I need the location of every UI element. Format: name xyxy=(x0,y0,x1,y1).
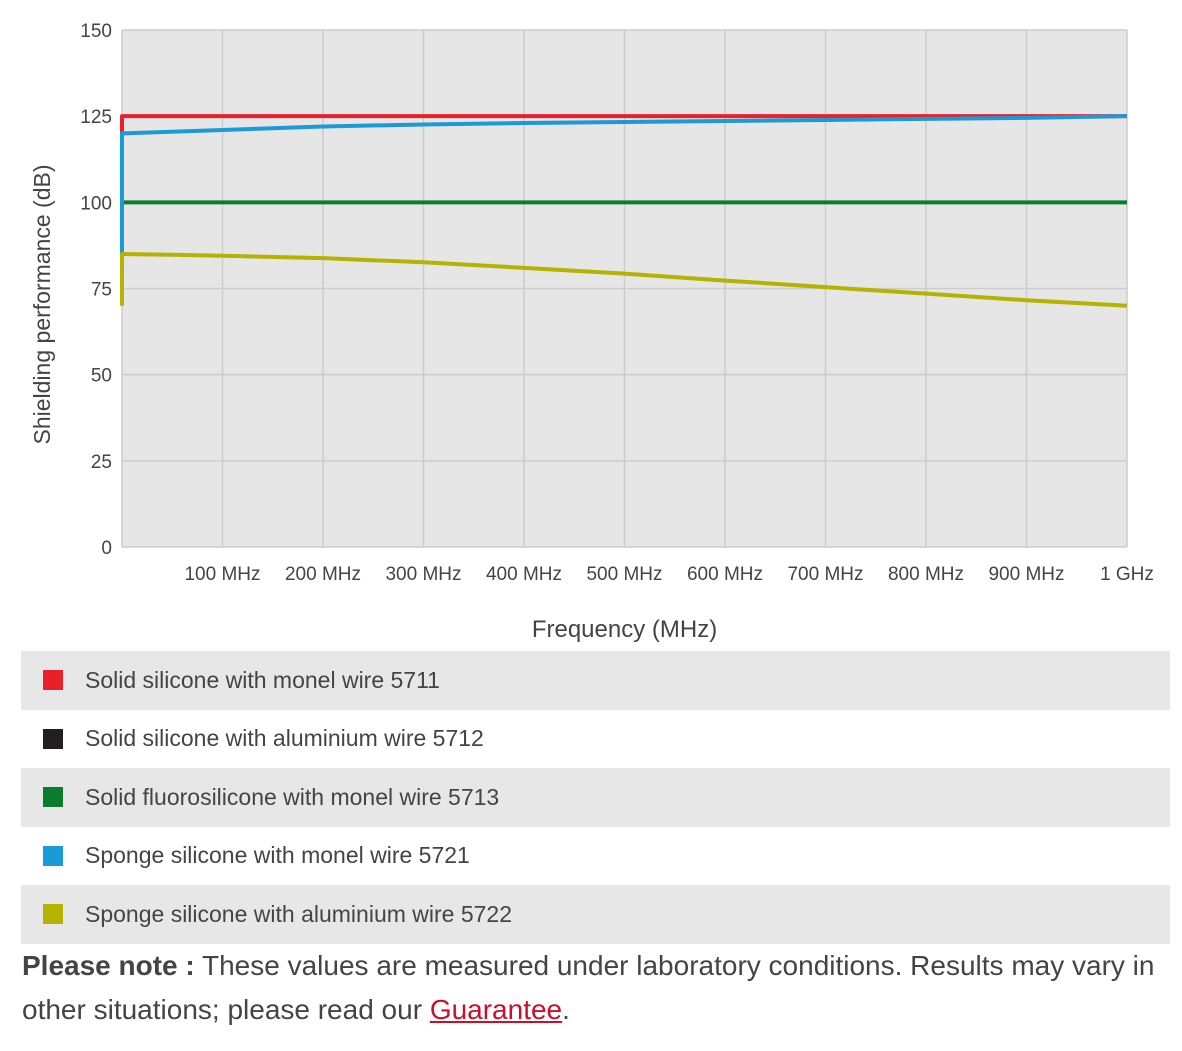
x-tick-label: 800 MHz xyxy=(888,564,964,585)
x-tick-label: 700 MHz xyxy=(787,564,863,585)
y-tick-label: 75 xyxy=(91,280,112,301)
y-tick-label: 0 xyxy=(101,538,112,559)
y-tick-label: 50 xyxy=(91,366,112,387)
legend-swatch-icon xyxy=(43,787,63,808)
series-line xyxy=(120,114,1127,134)
x-tick-label: 400 MHz xyxy=(486,564,562,585)
y-tick-label: 100 xyxy=(80,193,112,214)
series-line xyxy=(120,114,1128,255)
y-axis-label: Shielding performance (dB) xyxy=(29,165,55,445)
x-tick-label: 500 MHz xyxy=(586,564,662,585)
legend-item: Sponge silicone with aluminium wire 5722 xyxy=(21,885,1170,944)
legend: Solid silicone with monel wire 5711 Soli… xyxy=(21,651,1170,944)
legend-swatch-icon xyxy=(43,845,63,866)
x-tick-label: 900 MHz xyxy=(988,564,1064,585)
legend-swatch-icon xyxy=(43,670,63,691)
series-lines xyxy=(120,114,1128,308)
legend-item: Sponge silicone with monel wire 5721 xyxy=(21,827,1170,886)
legend-swatch-icon xyxy=(43,728,63,749)
x-tick-label: 300 MHz xyxy=(385,564,461,585)
legend-label: Solid silicone with aluminium wire 5712 xyxy=(85,725,484,752)
legend-label: Solid fluorosilicone with monel wire 571… xyxy=(85,783,500,810)
y-axis-ticks: 0 25 50 75 100 125 150 xyxy=(80,21,112,559)
x-tick-label: 1 GHz xyxy=(1100,564,1154,585)
note-end: . xyxy=(562,994,570,1025)
x-tick-label: 200 MHz xyxy=(285,564,361,585)
y-tick-label: 25 xyxy=(91,452,112,473)
x-axis-label: Frequency (MHz) xyxy=(532,616,717,643)
legend-item: Solid silicone with aluminium wire 5712 xyxy=(21,710,1170,769)
shielding-chart: 0 25 50 75 100 125 150 100 MHz 200 MHz 300 MHz 40… xyxy=(29,21,1154,643)
x-tick-label: 600 MHz xyxy=(687,564,763,585)
legend-label: Solid silicone with monel wire 5711 xyxy=(85,666,440,693)
legend-label: Sponge silicone with monel wire 5721 xyxy=(85,842,470,869)
y-tick-label: 125 xyxy=(80,107,112,128)
guarantee-link[interactable]: Guarantee xyxy=(429,994,563,1025)
x-tick-label: 100 MHz xyxy=(184,564,260,585)
series-line xyxy=(120,252,1128,308)
y-tick-label: 150 xyxy=(80,21,112,42)
note-text: These values are measured under laborato… xyxy=(22,950,1155,1025)
note-paragraph: Please note : These values are measured … xyxy=(22,944,1172,1032)
x-axis-ticks: 100 MHz 200 MHz 300 MHz 400 MHz 500 MHz 600 M… xyxy=(184,564,1153,585)
legend-item: Solid fluorosilicone with monel wire 571… xyxy=(21,768,1170,827)
legend-swatch-icon xyxy=(43,904,63,925)
legend-item: Solid silicone with monel wire 5711 xyxy=(21,651,1170,710)
note-bold: Please note : xyxy=(22,950,195,981)
legend-label: Sponge silicone with aluminium wire 5722 xyxy=(85,900,513,927)
